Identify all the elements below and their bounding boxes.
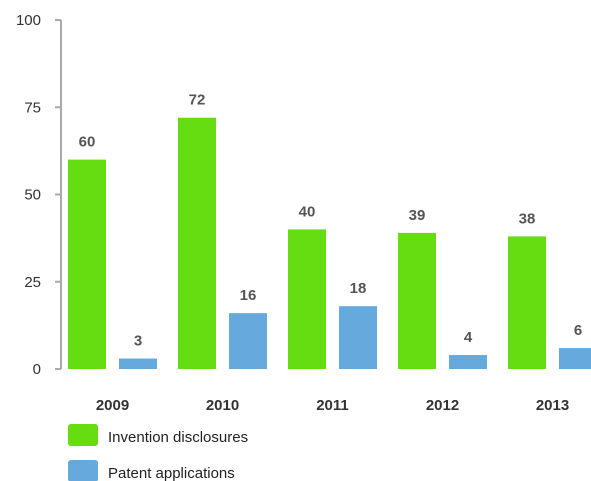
bar-invention-disclosures-2012 bbox=[398, 232, 436, 369]
bar-patent-applications-2013 bbox=[559, 348, 591, 369]
x-category-label: 2012 bbox=[426, 397, 459, 414]
bar-patent-applications-2011 bbox=[339, 306, 377, 369]
axis-layer: 0 25 50 75 100 bbox=[16, 12, 62, 378]
label-layer: 60 3 2009 72 16 2010 40 18 2011 39 4 2012 38 6 2013 bbox=[79, 92, 583, 414]
data-label: 40 bbox=[299, 203, 316, 220]
y-tick-label: 0 bbox=[33, 361, 41, 378]
data-label: 6 bbox=[574, 322, 582, 339]
data-label: 18 bbox=[350, 280, 367, 297]
bar-invention-disclosures-2009 bbox=[68, 159, 106, 369]
data-label: 4 bbox=[464, 329, 473, 346]
legend-swatch bbox=[68, 460, 98, 481]
x-category-label: 2013 bbox=[536, 397, 569, 414]
data-label: 72 bbox=[189, 92, 206, 109]
y-tick-label: 25 bbox=[24, 274, 41, 291]
data-label: 3 bbox=[134, 333, 142, 350]
y-tick-label: 75 bbox=[24, 99, 41, 116]
y-tick-label: 50 bbox=[24, 187, 41, 204]
data-label: 60 bbox=[79, 134, 96, 151]
x-category-label: 2009 bbox=[96, 397, 129, 414]
bar-invention-disclosures-2013 bbox=[508, 236, 546, 369]
data-label: 16 bbox=[240, 287, 257, 304]
bar-patent-applications-2012 bbox=[449, 355, 487, 369]
x-category-label: 2011 bbox=[316, 397, 349, 414]
data-label: 39 bbox=[409, 207, 426, 224]
data-label: 38 bbox=[519, 210, 536, 227]
bar-patent-applications-2009 bbox=[119, 358, 157, 369]
legend-label: Invention disclosures bbox=[108, 429, 248, 446]
y-tick-label: 100 bbox=[16, 12, 41, 29]
bar-layer bbox=[68, 117, 591, 369]
legend-label: Patent applications bbox=[108, 465, 235, 481]
bar-invention-disclosures-2010 bbox=[178, 117, 216, 369]
x-category-label: 2010 bbox=[206, 397, 239, 414]
bar-invention-disclosures-2011 bbox=[288, 229, 326, 369]
legend: Invention disclosures Patent applications bbox=[68, 424, 248, 481]
bar-patent-applications-2010 bbox=[229, 313, 267, 369]
legend-swatch bbox=[68, 424, 98, 446]
